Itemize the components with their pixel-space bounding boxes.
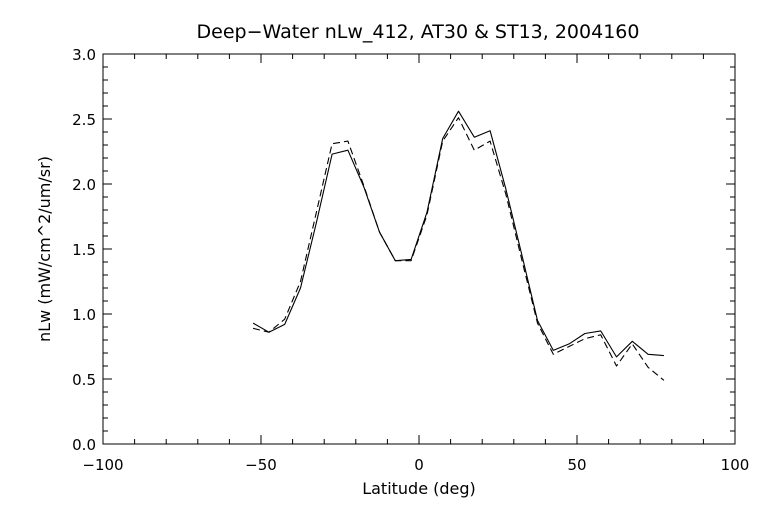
x-axis-label: Latitude (deg) xyxy=(362,479,476,498)
series-line-solid xyxy=(252,110,664,358)
y-tick-label: 2.5 xyxy=(72,111,96,129)
x-tick-label: −50 xyxy=(245,456,277,474)
y-tick-label: 1.0 xyxy=(72,306,96,324)
y-tick-label: 3.0 xyxy=(72,46,96,64)
y-axis-label: nLw (mW/cm^2/um/sr) xyxy=(35,156,54,342)
axis-ticks xyxy=(102,53,736,445)
y-tick-label: 1.5 xyxy=(72,241,96,259)
series-group xyxy=(252,110,665,381)
y-tick-label: 0.5 xyxy=(72,371,96,389)
x-tick-label: 50 xyxy=(567,456,586,474)
y-tick-label: 2.0 xyxy=(72,176,96,194)
x-tick-label: 0 xyxy=(414,456,424,474)
y-tick-labels: 0.0 0.5 1.0 1.5 2.0 2.5 3.0 xyxy=(72,46,96,454)
y-tick-label: 0.0 xyxy=(72,436,96,454)
chart-title: Deep−Water nLw_412, AT30 & ST13, 2004160 xyxy=(197,21,640,43)
x-tick-label: −100 xyxy=(82,456,123,474)
x-tick-labels: −100 −50 0 50 100 xyxy=(82,456,749,474)
x-tick-label: 100 xyxy=(721,456,750,474)
plot-frame xyxy=(102,53,736,445)
series-line-dashed xyxy=(252,117,665,381)
